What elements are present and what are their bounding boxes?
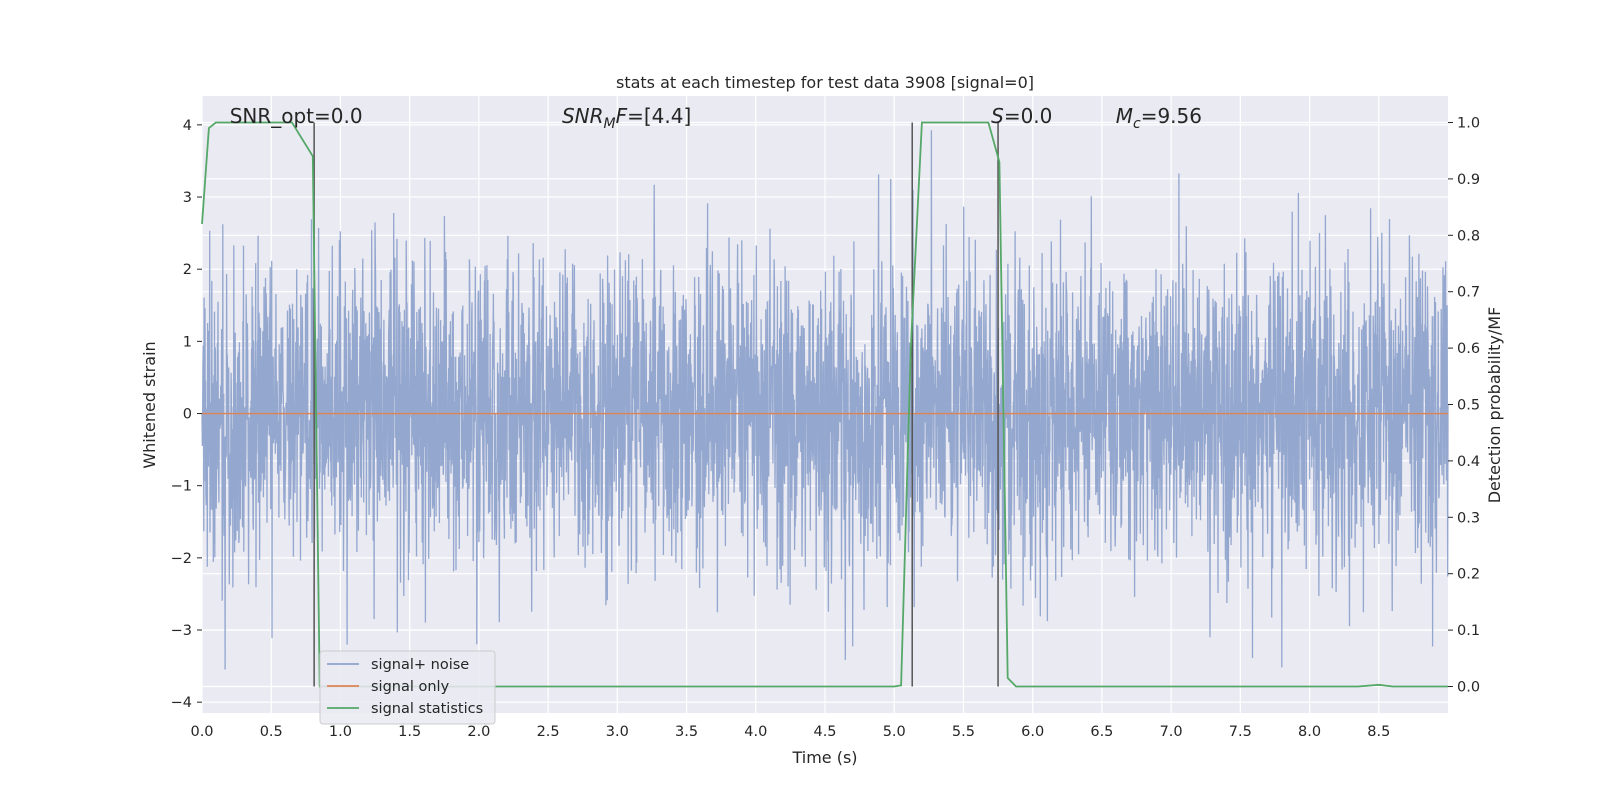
y2-tick-label: 0.6 bbox=[1457, 341, 1480, 357]
x-tick-label: 6.5 bbox=[1090, 724, 1113, 740]
y2-tick-label: 0.4 bbox=[1457, 454, 1480, 470]
y-tick-label: 0 bbox=[183, 407, 192, 423]
y2-tick-label: 0.8 bbox=[1457, 228, 1480, 244]
x-tick-label: 1.5 bbox=[398, 724, 421, 740]
y-tick-label: −3 bbox=[171, 623, 192, 639]
x-tick-label: 5.5 bbox=[952, 724, 975, 740]
y2-axis-title: Detection probability/MF bbox=[1485, 307, 1504, 504]
x-tick-label: 5.0 bbox=[883, 724, 906, 740]
y-tick-label: 4 bbox=[183, 118, 192, 134]
y2-tick-label: 0.2 bbox=[1457, 567, 1480, 583]
annotation-layer: SNR_opt=0.0 SNRMF=[4.4] S=0.0 Mc=9.56 bbox=[230, 104, 1202, 132]
x-tick-label: 0.5 bbox=[260, 724, 283, 740]
chart-title: stats at each timestep for test data 390… bbox=[616, 73, 1034, 92]
x-tick-label: 4.0 bbox=[744, 724, 767, 740]
y-tick-label: 2 bbox=[183, 262, 192, 278]
x-tick-label: 0.0 bbox=[190, 724, 213, 740]
y-tick-label: −1 bbox=[171, 479, 192, 495]
series-layer bbox=[201, 121, 1449, 688]
annotation-3: Mc=9.56 bbox=[1116, 104, 1202, 132]
series-signal-noise bbox=[201, 130, 1449, 670]
x-tick-label: 8.5 bbox=[1367, 724, 1390, 740]
y-tick-label: −2 bbox=[171, 551, 192, 567]
y2-tick-label: 0.1 bbox=[1457, 623, 1480, 639]
y2-tick-label: 1.0 bbox=[1457, 116, 1480, 132]
y2-tick-label: 0.5 bbox=[1457, 398, 1480, 414]
x-tick-label: 8.0 bbox=[1298, 724, 1321, 740]
x-tick-label: 2.5 bbox=[537, 724, 560, 740]
x-tick-label: 6.0 bbox=[1021, 724, 1044, 740]
annotation-1: SNRMF=[4.4] bbox=[562, 104, 691, 132]
x-axis-title: Time (s) bbox=[791, 748, 857, 767]
annotation-2: S=0.0 bbox=[991, 104, 1052, 128]
x-tick-label: 4.5 bbox=[813, 724, 836, 740]
x-tick-label: 2.0 bbox=[467, 724, 490, 740]
legend-label-signal-noise: signal+ noise bbox=[371, 657, 469, 673]
y-tick-label: 3 bbox=[183, 190, 192, 206]
legend: signal+ noise signal only signal statist… bbox=[319, 650, 496, 725]
x-tick-label: 1.0 bbox=[329, 724, 352, 740]
y2-tick-label: 0.7 bbox=[1457, 285, 1480, 301]
x-tick-label: 3.0 bbox=[606, 724, 629, 740]
y2-tick-label: 0.9 bbox=[1457, 172, 1480, 188]
y-tick-label: −4 bbox=[171, 695, 192, 711]
legend-label-signal-statistics: signal statistics bbox=[371, 701, 483, 717]
legend-box bbox=[319, 650, 496, 725]
y-axis-title: Whitened strain bbox=[140, 341, 159, 468]
ticks-layer: 0.0 0.5 1.0 1.5 2.0 2.5 3.0 3.5 4.0 4.5 5.0 5.5 6.0 6… bbox=[171, 116, 1480, 740]
x-tick-label: 3.5 bbox=[675, 724, 698, 740]
annotation-0: SNR_opt=0.0 bbox=[230, 104, 363, 128]
series-signal-statistics bbox=[201, 121, 1448, 688]
x-tick-label: 7.0 bbox=[1160, 724, 1183, 740]
y2-tick-label: 0.3 bbox=[1457, 510, 1480, 526]
y2-tick-label: 0.0 bbox=[1457, 679, 1480, 695]
y-tick-label: 1 bbox=[183, 334, 192, 350]
x-tick-label: 7.5 bbox=[1229, 724, 1252, 740]
legend-label-signal-only: signal only bbox=[371, 679, 450, 695]
